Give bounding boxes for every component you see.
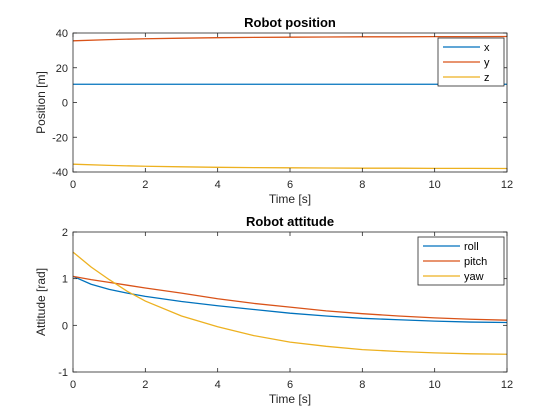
x-tick-label: 8 [359,179,365,191]
y-tick-label: 1 [62,274,68,286]
x-tick-label: 6 [287,379,293,391]
legend-label-pitch: pitch [464,256,487,268]
chart-title: Robot position [244,15,336,30]
x-tick-label: 12 [501,179,513,191]
y-tick-label: 0 [62,320,68,332]
y-tick-label: -1 [58,367,68,379]
x-tick-label: 0 [70,379,76,391]
x-tick-label: 10 [429,179,441,191]
x-tick-label: 6 [287,179,293,191]
x-tick-label: 8 [359,379,365,391]
x-axis-label: Time [s] [269,392,311,406]
legend-label-y: y [484,57,490,69]
y-axis-label: Attitude [rad] [34,268,48,336]
legend: xyz [438,38,504,86]
y-tick-label: 40 [56,28,68,40]
chart-title: Robot attitude [246,214,334,229]
legend-label-z: z [484,72,490,84]
x-tick-label: 2 [142,179,148,191]
x-tick-label: 4 [215,179,221,191]
y-tick-label: 20 [56,63,68,75]
y-tick-label: 0 [62,98,68,110]
y-axis-label: Position [m] [34,71,48,134]
y-tick-label: 2 [62,227,68,239]
legend: roll pitch yaw [418,237,504,285]
x-tick-label: 12 [501,379,513,391]
legend-label-roll: roll [464,241,479,253]
y-tick-label: -20 [52,132,68,144]
x-tick-label: 10 [429,379,441,391]
legend-label-x: x [484,42,490,54]
chart-1: 0 2 4 6 8 10 12 -40 -20 0 20 40 Robot position Time [… [34,15,513,206]
x-tick-label: 0 [70,179,76,191]
legend-label-yaw: yaw [464,271,484,283]
x-axis-label: Time [s] [269,192,311,206]
y-tick-label: -40 [52,167,68,179]
x-tick-label: 2 [142,379,148,391]
x-tick-label: 4 [215,379,221,391]
